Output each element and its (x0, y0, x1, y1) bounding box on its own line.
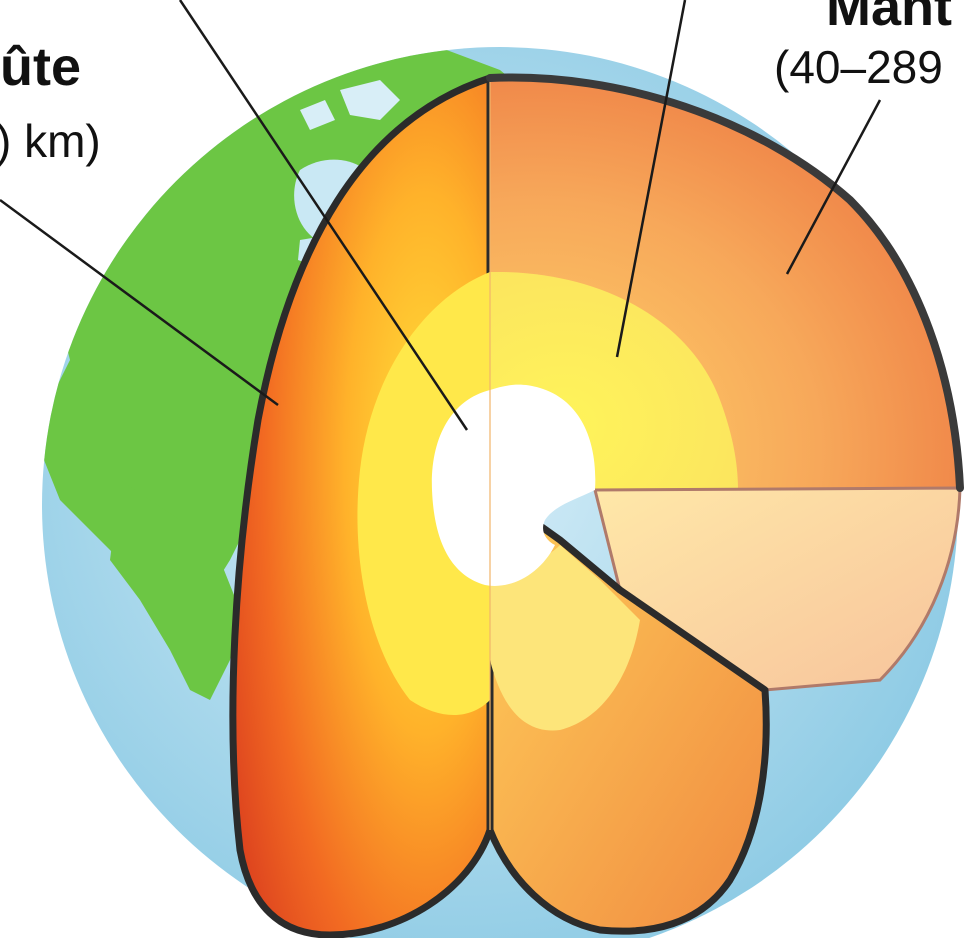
crust-pointer-line (0, 198, 279, 407)
mantle-lower-wedge (593, 486, 962, 692)
central-america-landmass (110, 480, 240, 700)
arctic-islands (300, 80, 470, 135)
outer-core-left (357, 272, 490, 715)
mantle-range-label: (40–289 (774, 41, 943, 93)
crust-title-label: ûte (0, 37, 81, 97)
inner-core-pointer-line (178, 0, 469, 431)
pointer-lines (0, 0, 882, 431)
outer-core-lower (490, 545, 640, 731)
outer-core-pointer-line (615, 0, 687, 358)
mantle-pointer-line (785, 99, 882, 275)
crust-range-label: ) km) (0, 115, 101, 167)
mantle-title-label: Mant (826, 0, 952, 37)
globe-rim-outline (486, 73, 964, 492)
inner-core (431, 384, 596, 586)
